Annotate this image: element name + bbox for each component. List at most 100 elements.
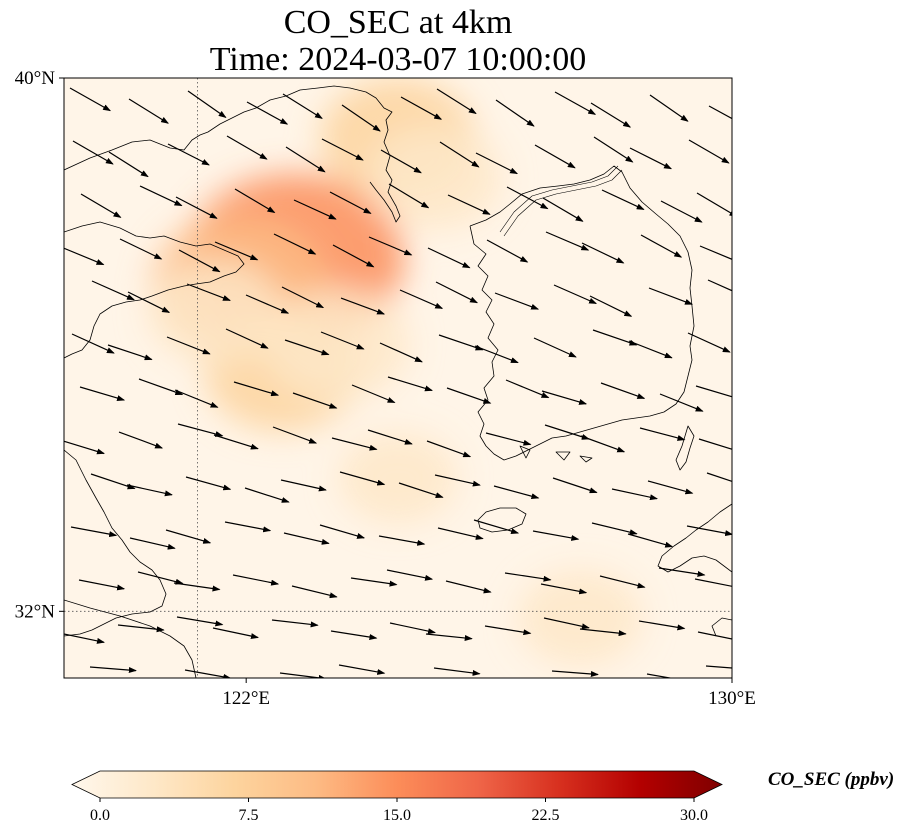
wind-arrow — [493, 485, 540, 500]
wind-arrow — [438, 334, 484, 351]
wind-arrow — [439, 141, 480, 168]
wind-arrow — [350, 577, 398, 587]
wind-arrow — [173, 582, 221, 592]
coastline-korea — [469, 165, 695, 461]
wind-arrow — [137, 571, 184, 585]
wind-arrow — [367, 429, 413, 445]
wind-arrow — [281, 286, 325, 309]
wind-arrow — [600, 382, 646, 399]
island-1 — [519, 445, 531, 459]
wind-arrow — [127, 291, 171, 313]
x-tick-label: 122°E — [222, 688, 270, 709]
map-frame — [63, 77, 733, 679]
wind-arrow — [214, 241, 259, 261]
wind-arrow — [226, 135, 268, 160]
wind-arrow — [589, 295, 633, 317]
wind-arrow — [494, 292, 540, 310]
wind-arrow — [648, 287, 693, 305]
wind-arrow — [553, 284, 598, 305]
colorbar-tick-label: 22.5 — [532, 807, 560, 824]
wind-arrow — [629, 147, 672, 170]
y-tick-label: 32°N — [15, 601, 56, 622]
wind-arrow — [611, 488, 658, 501]
wind-arrow — [341, 104, 381, 132]
border-china-korea-2 — [503, 169, 623, 237]
wind-arrow — [293, 199, 337, 220]
wind-arrow — [107, 344, 153, 361]
wind-arrow — [272, 426, 318, 444]
concentration-blob — [517, 570, 643, 666]
wind-arrow — [696, 192, 732, 217]
wind-arrow — [474, 345, 519, 364]
colorbar: 0.0 7.5 15.0 22.5 30.0 — [71, 770, 723, 824]
wind-arrow — [660, 200, 703, 223]
wind-arrow — [601, 189, 645, 210]
wind-arrow — [319, 524, 366, 539]
wind-arrow — [174, 389, 219, 408]
wind-arrow — [540, 583, 588, 595]
wind-arrow — [649, 94, 689, 122]
wind-arrow — [91, 280, 135, 301]
wind-arrow — [292, 392, 338, 409]
wind-arrow — [246, 101, 289, 125]
wind-arrow — [505, 379, 550, 399]
wind-arrow — [280, 479, 327, 492]
wind-arrow — [119, 238, 163, 260]
colorbar-tick-label: 30.0 — [680, 807, 708, 824]
wind-arrow — [436, 88, 477, 115]
wind-arrow — [64, 633, 105, 644]
wind-arrow — [339, 471, 386, 486]
wind-arrow — [320, 331, 365, 350]
wind-arrow — [400, 96, 443, 120]
concentration-blob — [264, 288, 411, 401]
wind-arrow — [80, 193, 122, 218]
wind-arrow — [128, 98, 169, 124]
wind-arrow — [212, 627, 259, 639]
colorbar-body — [71, 770, 723, 799]
wind-arrow — [427, 247, 471, 269]
wind-arrow — [434, 474, 481, 487]
wind-arrow — [694, 578, 732, 587]
wind-arrow — [543, 617, 590, 630]
wind-arrow — [435, 281, 478, 304]
wind-arrow — [245, 294, 290, 314]
wind-arrow — [340, 297, 386, 315]
wind-arrow — [446, 387, 492, 404]
wind-arrow — [628, 340, 673, 359]
wind-arrow — [495, 99, 535, 127]
x-tick-label: 130°E — [708, 688, 756, 709]
wind-arrow — [579, 628, 627, 637]
axis-ticks: 122°E 130°E 40°N 32°N — [15, 68, 756, 709]
wind-arrow — [398, 482, 444, 498]
wind-arrow — [89, 666, 137, 674]
wind-arrow — [647, 480, 694, 495]
wind-arrow — [552, 477, 598, 494]
border-china-korea — [499, 165, 619, 233]
wind-arrow — [387, 376, 433, 392]
wind-arrow — [118, 431, 164, 449]
wind-arrow — [426, 440, 472, 458]
wind-arrow — [331, 437, 378, 451]
wind-arrow — [225, 328, 269, 349]
wind-arrow — [627, 533, 674, 548]
wind-arrow — [506, 186, 549, 210]
concentration-blob — [148, 259, 284, 364]
wind-arrow — [72, 140, 114, 165]
wind-arrow — [129, 537, 176, 550]
concentration-field — [148, 78, 643, 666]
wind-arrow — [590, 102, 632, 128]
wind-arrow — [380, 149, 422, 174]
colorbar-tick-label: 0.0 — [90, 807, 110, 824]
wind-arrow — [379, 342, 423, 363]
wind-arrow — [688, 139, 730, 164]
wind-arrow — [659, 393, 704, 412]
wind-arrow — [445, 580, 492, 594]
wind-arrow — [599, 575, 646, 589]
wind-arrow — [699, 245, 732, 260]
wind-arrow — [698, 438, 732, 450]
wind-arrow — [433, 667, 481, 676]
wind-arrow — [484, 625, 532, 636]
wind-arrow — [64, 247, 105, 266]
island-3 — [579, 455, 593, 463]
wind-arrow — [224, 521, 272, 533]
